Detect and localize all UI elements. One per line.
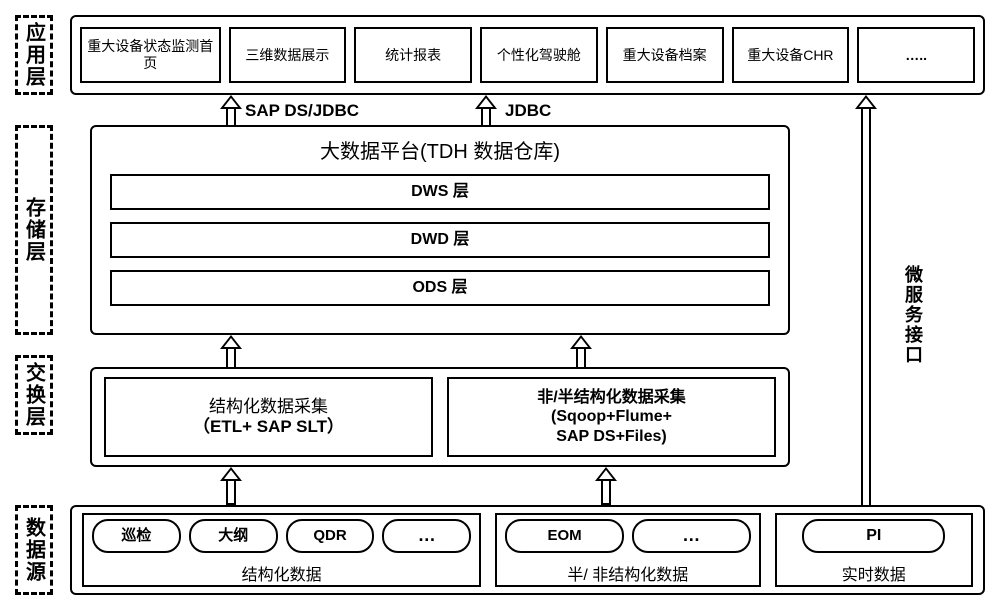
swap-semi-sub: (Sqoop+Flume+ SAP DS+Files) xyxy=(551,407,672,445)
storage-row-label: DWD 层 xyxy=(411,230,470,249)
app-item-label: 三维数据展示 xyxy=(245,47,329,64)
app-item: 统计报表 xyxy=(354,27,472,83)
source-pill: QDR xyxy=(286,519,375,553)
app-item-label: 重大设备状态监测首页 xyxy=(82,38,219,72)
swap-semi: 非/半结构化数据采集 (Sqoop+Flume+ SAP DS+Files) xyxy=(447,377,776,457)
pill-label: EOM xyxy=(547,527,581,545)
source-pill: … xyxy=(382,519,471,553)
source-rt-group: PI 实时数据 xyxy=(775,513,973,587)
pill-label: 巡检 xyxy=(121,527,151,545)
swap-semi-title: 非/半结构化数据采集 xyxy=(537,388,685,407)
pill-label: … xyxy=(418,525,436,547)
arrow-src-to-swap-1 xyxy=(220,467,242,505)
arrow-swap-to-storage-2 xyxy=(570,335,592,369)
swap-box: 结构化数据采集 （ETL+ SAP SLT） 非/半结构化数据采集 (Sqoop… xyxy=(90,367,790,467)
pill-label: … xyxy=(682,525,700,547)
app-item-label: ….. xyxy=(905,47,927,64)
pill-label: 大纲 xyxy=(218,527,248,545)
layer-label-text: 数据源 xyxy=(20,517,49,583)
microservice-label: 微服务接口 xyxy=(900,265,926,365)
swap-struct: 结构化数据采集 （ETL+ SAP SLT） xyxy=(104,377,433,457)
layer-label-text: 交换层 xyxy=(20,362,49,428)
app-item-label: 个性化驾驶舱 xyxy=(497,47,581,64)
app-item-label: 重大设备CHR xyxy=(747,47,833,64)
source-rt-caption: 实时数据 xyxy=(842,566,906,585)
source-pill: 大纲 xyxy=(189,519,278,553)
storage-ods: ODS 层 xyxy=(110,270,770,306)
connector-jdbc-label: JDBC xyxy=(505,101,551,121)
storage-dws: DWS 层 xyxy=(110,174,770,210)
storage-dwd: DWD 层 xyxy=(110,222,770,258)
layer-label-source: 数据源 xyxy=(15,505,53,595)
arrow-microservice xyxy=(855,95,877,517)
storage-title: 大数据平台(TDH 数据仓库) xyxy=(110,135,770,164)
swap-struct-title: 结构化数据采集 xyxy=(209,397,328,417)
source-pill: 巡检 xyxy=(92,519,181,553)
layer-label-text: 应用层 xyxy=(20,22,49,88)
app-item: 重大设备CHR xyxy=(732,27,850,83)
source-struct-group: 巡检 大纲 QDR … 结构化数据 xyxy=(82,513,481,587)
source-box: 巡检 大纲 QDR … 结构化数据 EOM … 半/ 非结构化数据 PI 实时数… xyxy=(70,505,985,595)
pill-label: QDR xyxy=(313,527,346,545)
app-item-label: 重大设备档案 xyxy=(623,47,707,64)
architecture-diagram: 应用层 存储层 交换层 数据源 重大设备状态监测首页 三维数据展示 统计报表 个… xyxy=(15,15,985,595)
storage-row-label: ODS 层 xyxy=(412,278,467,297)
layer-label-text: 存储层 xyxy=(20,197,49,263)
layer-label-storage: 存储层 xyxy=(15,125,53,335)
swap-struct-sub: （ETL+ SAP SLT） xyxy=(193,417,344,437)
layer-label-app: 应用层 xyxy=(15,15,53,95)
app-item: ….. xyxy=(857,27,975,83)
storage-box: 大数据平台(TDH 数据仓库) DWS 层 DWD 层 ODS 层 xyxy=(90,125,790,335)
arrow-storage-to-app-2 xyxy=(475,95,497,127)
arrow-storage-to-app-1 xyxy=(220,95,242,127)
arrow-src-to-swap-2 xyxy=(595,467,617,505)
connector-sapds-label: SAP DS/JDBC xyxy=(245,101,359,121)
source-pill: PI xyxy=(802,519,945,553)
source-struct-caption: 结构化数据 xyxy=(242,566,322,585)
arrow-swap-to-storage-1 xyxy=(220,335,242,369)
app-item-label: 统计报表 xyxy=(385,47,441,64)
pill-label: PI xyxy=(866,526,881,545)
app-item: 三维数据展示 xyxy=(229,27,347,83)
app-item: 个性化驾驶舱 xyxy=(480,27,598,83)
source-pill: EOM xyxy=(505,519,624,553)
layer-label-swap: 交换层 xyxy=(15,355,53,435)
source-pill: … xyxy=(632,519,751,553)
app-item: 重大设备状态监测首页 xyxy=(80,27,221,83)
source-semi-group: EOM … 半/ 非结构化数据 xyxy=(495,513,760,587)
app-item: 重大设备档案 xyxy=(606,27,724,83)
storage-row-label: DWS 层 xyxy=(411,182,469,201)
source-semi-caption: 半/ 非结构化数据 xyxy=(567,566,688,585)
app-layer-box: 重大设备状态监测首页 三维数据展示 统计报表 个性化驾驶舱 重大设备档案 重大设… xyxy=(70,15,985,95)
